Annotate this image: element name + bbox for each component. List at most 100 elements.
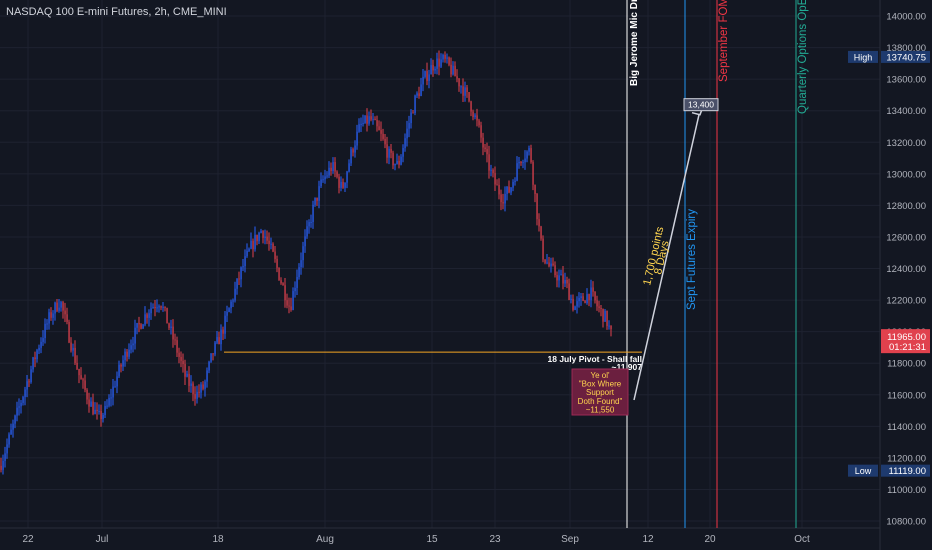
candle-body [408,123,410,129]
candle-body [266,236,268,241]
candle-body [12,423,14,430]
candle-body [74,347,76,363]
support-box-text: Doth Found" [578,397,623,406]
candle-body [106,405,108,407]
candle-body [218,337,220,345]
candle-body [428,74,430,81]
candle-body [376,120,378,127]
candle-body [54,302,56,314]
candle-body [216,337,218,343]
candle-body [258,232,260,242]
candle-body [504,193,506,204]
candle-body [588,294,590,301]
candle-body [340,181,342,188]
y-tick-label: 13200.00 [886,138,926,149]
candle-body [346,171,348,183]
candle-body [498,184,500,195]
candle-body [370,116,372,120]
candle-body [102,414,104,420]
candle-body [132,343,134,346]
candle-body [96,409,98,412]
candle-body [146,314,148,318]
candle-body [34,357,36,360]
candle-body [68,321,70,343]
candle-body [446,57,448,59]
candle-body [310,221,312,223]
candle-body [40,341,42,348]
candle-body [114,386,116,388]
y-tick-label: 13800.00 [886,43,926,54]
candle-body [110,397,112,399]
candle-body [420,84,422,97]
candle-body [490,169,492,171]
x-tick-label: Aug [316,534,334,545]
y-tick-label: 11000.00 [887,485,926,496]
candle-body [116,376,118,387]
current-price: 11965.00 [887,332,926,343]
candle-body [540,226,542,239]
candle-body [362,122,364,124]
candle-body [32,357,34,370]
candle-body [160,306,162,308]
candle-body [572,298,574,310]
y-tick-label: 11200.00 [887,453,926,464]
candle-body [62,302,64,311]
candle-body [272,243,274,252]
candle-body [440,59,442,67]
candle-body [98,410,100,412]
candle-body [406,128,408,139]
candle-body [90,401,92,407]
candle-body [290,306,292,310]
candle-body [176,340,178,353]
pivot-value-label: ~11,907 [612,362,643,372]
candle-body [122,360,124,367]
candle-body [26,381,28,390]
candle-body [550,263,552,267]
candle-body [316,197,318,201]
candle-body [232,300,234,302]
y-tick-label: 12600.00 [886,232,926,243]
candle-body [412,112,414,114]
candle-body [256,234,258,242]
candle-body [84,380,86,390]
candle-body [36,350,38,360]
candle-body [296,276,298,288]
candle-body [42,338,44,342]
candle-body [180,356,182,361]
x-tick-label: 22 [22,534,34,545]
x-tick-label: 18 [212,534,224,545]
candle-body [238,278,240,280]
low-tag-label: Low [855,466,872,476]
candle-body [262,230,264,238]
candle-body [418,93,420,97]
candle-body [448,57,450,65]
candle-body [10,429,12,435]
candle-body [318,186,320,201]
candle-body [48,312,50,324]
candle-body [270,243,272,245]
candle-body [2,460,4,470]
candle-body [354,145,356,153]
support-box-text: "Box Where [579,380,622,389]
candle-body [80,375,82,380]
candle-body [510,187,512,193]
candle-body [604,310,606,322]
candle-body [558,275,560,281]
candle-body [394,163,396,166]
candle-body [522,162,524,164]
candle-body [140,324,142,329]
candle-body [330,167,332,171]
support-box-text: Support [586,388,615,397]
candle-body [142,324,144,329]
candle-body [610,325,612,330]
candle-body [172,326,174,340]
candle-body [464,87,466,96]
candle-body [16,407,18,416]
candle-body [72,347,74,351]
y-tick-label: 13600.00 [886,75,926,86]
candle-body [6,444,8,454]
candle-body [254,234,256,250]
candle-body [364,115,366,123]
y-tick-label: 12400.00 [886,264,926,275]
